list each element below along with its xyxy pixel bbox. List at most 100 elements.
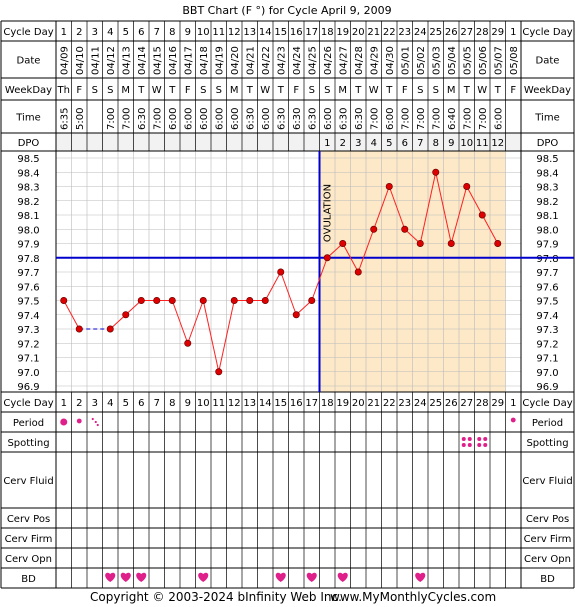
row-label-bd: BD <box>21 574 36 585</box>
cycle-day-label: 2 <box>76 27 82 38</box>
y-tick-label-right: 97.3 <box>536 325 558 336</box>
cycle-day-label-bottom: 1 <box>510 398 516 409</box>
cycle-day-label: 1 <box>61 27 67 38</box>
y-tick-label-right: 98.4 <box>536 168 558 179</box>
cycle-day-label-bottom: 22 <box>383 398 396 409</box>
temp-segment <box>311 257 328 301</box>
temp-point <box>106 325 114 333</box>
weekday-label: W <box>369 85 379 96</box>
spotting-marker <box>467 437 472 441</box>
weekday-label: M <box>338 85 347 96</box>
temp-point <box>184 339 192 347</box>
weekday-label: F <box>185 85 191 96</box>
temp-segment <box>373 186 390 230</box>
temp-point <box>463 183 471 191</box>
dpo-label: 8 <box>433 138 439 149</box>
weekday-label: W <box>260 85 270 96</box>
y-tick-label-right: 98.1 <box>536 211 558 222</box>
bd-heart-icon <box>275 572 286 582</box>
bd-heart-icon <box>415 572 426 582</box>
dpo-label: 7 <box>417 138 423 149</box>
temp-point <box>230 296 238 304</box>
row-label-cerv-opn: Cerv Opn <box>5 554 52 565</box>
temp-segment <box>388 186 406 230</box>
bd-heart-icon <box>306 572 317 582</box>
bd-heart-icon <box>120 572 131 582</box>
cycle-day-label: 28 <box>476 27 489 38</box>
temp-point <box>478 211 486 219</box>
temp-point <box>432 168 440 176</box>
cycle-day-label: 21 <box>367 27 380 38</box>
y-tick-label: 97.8 <box>17 254 39 265</box>
cycle-day-label: 4 <box>107 27 113 38</box>
weekday-label: S <box>433 85 439 96</box>
temp-segment <box>435 172 452 244</box>
cycle-day-label-bottom: 10 <box>197 398 210 409</box>
cycle-day-label: 15 <box>274 27 287 38</box>
temp-point <box>323 254 331 262</box>
time-label: 7:00 <box>416 108 427 130</box>
date-label: 04/21 <box>245 46 256 75</box>
temp-point <box>401 225 409 233</box>
time-label: 7:00 <box>121 108 132 130</box>
cycle-day-label: 6 <box>138 27 144 38</box>
cycle-day-label-bottom: 17 <box>305 398 318 409</box>
temp-segment <box>280 271 297 315</box>
date-label: 04/13 <box>121 46 132 75</box>
weekday-label: T <box>137 85 145 96</box>
temp-point <box>416 240 424 248</box>
row-label-period: Period <box>13 418 44 429</box>
row-label-cycle-day-right: Cycle Day <box>522 27 572 38</box>
temp-segment <box>357 229 375 273</box>
dpo-label: 5 <box>386 138 392 149</box>
period-marker-light <box>91 417 94 421</box>
y-tick-label: 98.5 <box>17 154 39 165</box>
time-label: 6:40 <box>447 108 458 130</box>
cycle-day-label-bottom: 27 <box>460 398 473 409</box>
row-label-cerv-pos: Cerv Pos <box>7 514 50 525</box>
footer-site: www.MyMonthlyCycles.com <box>330 590 496 604</box>
cycle-day-label-bottom: 11 <box>212 398 225 409</box>
time-label: 7:00 <box>106 108 117 130</box>
date-label: 05/07 <box>493 46 504 75</box>
temp-segment <box>450 186 468 244</box>
bd-heart-icon <box>105 572 116 582</box>
temp-point <box>153 296 161 304</box>
spotting-marker <box>483 443 488 447</box>
date-label: 05/02 <box>416 46 427 75</box>
temp-point <box>122 311 130 319</box>
y-tick-label-right: 97.8 <box>536 254 558 265</box>
cycle-day-label-bottom: 19 <box>336 398 349 409</box>
time-label: 6:00 <box>214 108 225 130</box>
dpo-label: 1 <box>324 138 330 149</box>
time-label: 6:30 <box>137 108 148 130</box>
temp-point <box>261 296 269 304</box>
y-tick-label: 98.2 <box>17 197 39 208</box>
date-label: 04/23 <box>276 46 287 75</box>
cycle-day-label: 13 <box>243 27 256 38</box>
y-tick-label: 98.3 <box>17 183 39 194</box>
y-tick-label-right: 96.9 <box>536 382 558 393</box>
cycle-day-label: 27 <box>460 27 473 38</box>
row-label-cerv-opn-right: Cerv Opn <box>524 554 571 565</box>
row-label-cerv-firm-right: Cerv Firm <box>524 534 572 545</box>
temp-point <box>292 311 300 319</box>
weekday-label: F <box>402 85 408 96</box>
spotting-marker <box>477 437 482 441</box>
y-tick-label-right: 97.4 <box>536 311 558 322</box>
temp-segment <box>63 300 80 330</box>
time-label: 6:30 <box>292 108 303 130</box>
spotting-marker <box>467 443 472 447</box>
weekday-label: W <box>152 85 162 96</box>
time-label: 6:30 <box>307 108 318 130</box>
date-label: 05/01 <box>400 46 411 75</box>
time-label: 6:00 <box>183 108 194 130</box>
y-tick-label: 98.4 <box>17 168 39 179</box>
temp-point <box>60 296 68 304</box>
cycle-day-label-bottom: 21 <box>367 398 380 409</box>
cycle-day-label-bottom: 16 <box>290 398 303 409</box>
row-label-cerv-firm: Cerv Firm <box>5 534 53 545</box>
date-label: 04/20 <box>230 46 241 75</box>
cycle-day-label: 3 <box>92 27 98 38</box>
row-label-spotting: Spotting <box>7 438 49 449</box>
